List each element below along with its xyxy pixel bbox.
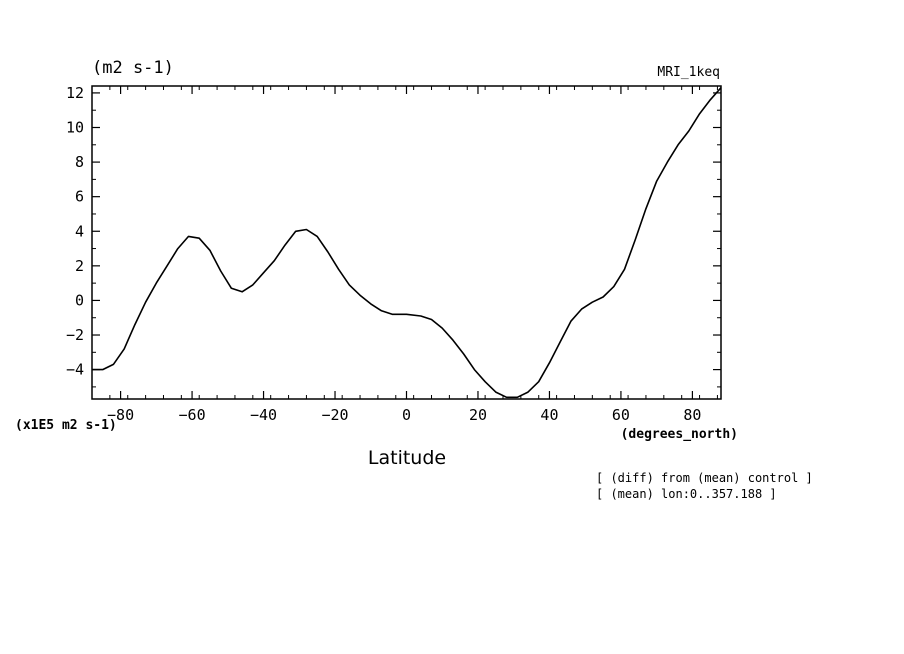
x-tick-label: 0 xyxy=(402,406,411,424)
y-tick-label: 0 xyxy=(75,291,84,309)
y-scale-note: (x1E5 m2 s-1) xyxy=(15,418,117,433)
x-tick-label: 60 xyxy=(612,406,630,424)
y-tick-label: −2 xyxy=(66,326,84,344)
x-tick-label: 20 xyxy=(469,406,487,424)
series xyxy=(92,87,722,399)
note-line-2: [ (mean) lon:0..357.188 ] xyxy=(596,487,777,501)
chart-subtitle: MRI_1keq xyxy=(657,65,720,80)
y-tick-labels: −4 −2 0 2 4 6 8 10 12 xyxy=(66,84,84,379)
y-tick-label: −4 xyxy=(66,361,84,379)
x-tick-label: −40 xyxy=(250,406,277,424)
data-line xyxy=(92,87,722,399)
x-tick-label: 80 xyxy=(683,406,701,424)
x-tick-label: −20 xyxy=(321,406,348,424)
y-tick-label: 4 xyxy=(75,222,84,240)
x-tick-label: −60 xyxy=(179,406,206,424)
plot-frame xyxy=(91,85,722,400)
y-tick-label: 8 xyxy=(75,153,84,171)
x-tick-labels: −80 −60 −40 −20 0 20 40 60 80 xyxy=(107,406,701,424)
x-tick-label: 40 xyxy=(540,406,558,424)
y-tick-label: 2 xyxy=(75,257,84,275)
y-tick-label: 12 xyxy=(66,84,84,102)
note-line-1: [ (diff) from (mean) control ] xyxy=(596,471,813,485)
chart-title: (m2 s-1) xyxy=(92,58,174,78)
x-axis-label: Latitude xyxy=(368,447,446,469)
y-tick-label: 10 xyxy=(66,119,84,137)
x-tick-label: −80 xyxy=(107,406,134,424)
axes xyxy=(91,85,722,400)
y-tick-label: 6 xyxy=(75,188,84,206)
x-units-label: (degrees_north) xyxy=(621,427,738,442)
